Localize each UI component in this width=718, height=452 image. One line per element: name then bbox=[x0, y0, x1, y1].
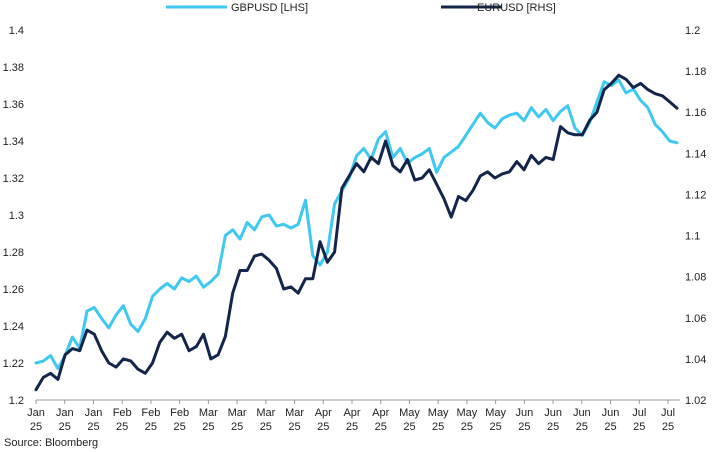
x-tick-label-month: Feb bbox=[141, 407, 160, 419]
x-tick-label-year: 25 bbox=[633, 421, 645, 433]
legend: GBPUSD [LHS] EURUSD [RHS] bbox=[166, 2, 556, 14]
y-left-tick-label: 1.4 bbox=[9, 25, 24, 37]
x-tick-label-month: May bbox=[428, 407, 449, 419]
y-left-tick-label: 1.38 bbox=[3, 62, 24, 74]
x-tick-label-year: 25 bbox=[490, 421, 502, 433]
x-tick-label-month: Feb bbox=[170, 407, 189, 419]
x-tick-label-month: Jan bbox=[85, 407, 103, 419]
x-tick-label-year: 25 bbox=[576, 421, 588, 433]
series-layer bbox=[34, 73, 679, 392]
y-left-tick-label: 1.24 bbox=[3, 321, 24, 333]
y-right-tick-label: 1.12 bbox=[685, 189, 706, 201]
y-left-tick-label: 1.2 bbox=[9, 395, 24, 407]
x-tick-label-year: 25 bbox=[518, 421, 530, 433]
y-left-tick-label: 1.22 bbox=[3, 358, 24, 370]
y-left-tick-label: 1.36 bbox=[3, 99, 24, 111]
x-tick-label-month: Feb bbox=[113, 407, 132, 419]
x-tick-label-month: Apr bbox=[372, 407, 389, 419]
legend-label: GBPUSD [LHS] bbox=[231, 2, 308, 14]
x-tick-label-month: Jun bbox=[602, 407, 620, 419]
x-tick-label-month: Apr bbox=[343, 407, 360, 419]
x-tick-label-year: 25 bbox=[662, 421, 674, 433]
y-left-tick-label: 1.32 bbox=[3, 173, 24, 185]
x-tick-label-year: 25 bbox=[260, 421, 272, 433]
y-right-tick-label: 1.06 bbox=[685, 313, 706, 325]
x-tick-label-year: 25 bbox=[403, 421, 415, 433]
x-tick-label-month: Jun bbox=[544, 407, 562, 419]
x-tick-label-month: Jun bbox=[573, 407, 591, 419]
y-right-tick-label: 1.02 bbox=[685, 395, 706, 407]
x-tick-label-month: Mar bbox=[199, 407, 218, 419]
y-axis-left: 1.2 1.22 1.24 1.26 1.28 1.3 1.32 1.34 1.36 1.38 1.… bbox=[3, 25, 24, 407]
x-tick-label-year: 25 bbox=[432, 421, 444, 433]
x-tick-label-year: 25 bbox=[461, 421, 473, 433]
y-right-tick-label: 1.16 bbox=[685, 107, 706, 119]
y-right-tick-label: 1.18 bbox=[685, 66, 706, 78]
y-left-tick-label: 1.34 bbox=[3, 136, 24, 148]
x-tick-label-year: 25 bbox=[547, 421, 559, 433]
x-tick-label-month: Jan bbox=[56, 407, 74, 419]
x-tick-label-year: 25 bbox=[604, 421, 616, 433]
series-line-gbpusd bbox=[34, 78, 679, 370]
y-right-tick-label: 1.14 bbox=[685, 148, 706, 160]
x-tick-label-year: 25 bbox=[145, 421, 157, 433]
x-tick-label-month: Apr bbox=[315, 407, 332, 419]
y-left-tick-label: 1.28 bbox=[3, 247, 24, 259]
series-line-eurusd bbox=[34, 73, 679, 392]
x-tick-label-year: 25 bbox=[346, 421, 358, 433]
x-tick-label-month: Jul bbox=[632, 407, 646, 419]
y-right-tick-label: 1.1 bbox=[685, 231, 700, 243]
legend-label: EURUSD [RHS] bbox=[477, 2, 556, 14]
x-tick-label-year: 25 bbox=[59, 421, 71, 433]
x-tick-label-year: 25 bbox=[202, 421, 214, 433]
x-axis: Jan 25 Jan 25 Jan 25 Feb 25 Feb 25 Feb 25 Mar 25 Mar 25… bbox=[27, 400, 675, 433]
x-tick-label-month: Mar bbox=[228, 407, 247, 419]
source-note: Source: Bloomberg bbox=[4, 437, 99, 449]
x-tick-label-year: 25 bbox=[30, 421, 42, 433]
x-tick-label-month: Mar bbox=[256, 407, 275, 419]
y-right-tick-label: 1.08 bbox=[685, 272, 706, 284]
x-tick-label-month: May bbox=[399, 407, 420, 419]
x-tick-label-year: 25 bbox=[87, 421, 99, 433]
x-tick-label-month: May bbox=[485, 407, 506, 419]
x-tick-label-year: 25 bbox=[317, 421, 329, 433]
x-tick-label-year: 25 bbox=[288, 421, 300, 433]
y-left-tick-label: 1.26 bbox=[3, 284, 24, 296]
y-axis-right: 1.02 1.04 1.06 1.08 1.1 1.12 1.14 1.16 1.18 1.2 bbox=[685, 25, 706, 407]
y-right-tick-label: 1.2 bbox=[685, 25, 700, 37]
y-right-tick-label: 1.04 bbox=[685, 354, 706, 366]
x-tick-label-year: 25 bbox=[375, 421, 387, 433]
x-tick-label-year: 25 bbox=[174, 421, 186, 433]
x-tick-label-month: Jun bbox=[515, 407, 533, 419]
x-tick-label-month: May bbox=[457, 407, 478, 419]
x-tick-label-year: 25 bbox=[231, 421, 243, 433]
y-left-tick-label: 1.3 bbox=[9, 210, 24, 222]
x-tick-label-month: Jul bbox=[661, 407, 675, 419]
x-tick-label-month: Jan bbox=[27, 407, 45, 419]
x-tick-label-month: Mar bbox=[285, 407, 304, 419]
x-tick-label-year: 25 bbox=[116, 421, 128, 433]
